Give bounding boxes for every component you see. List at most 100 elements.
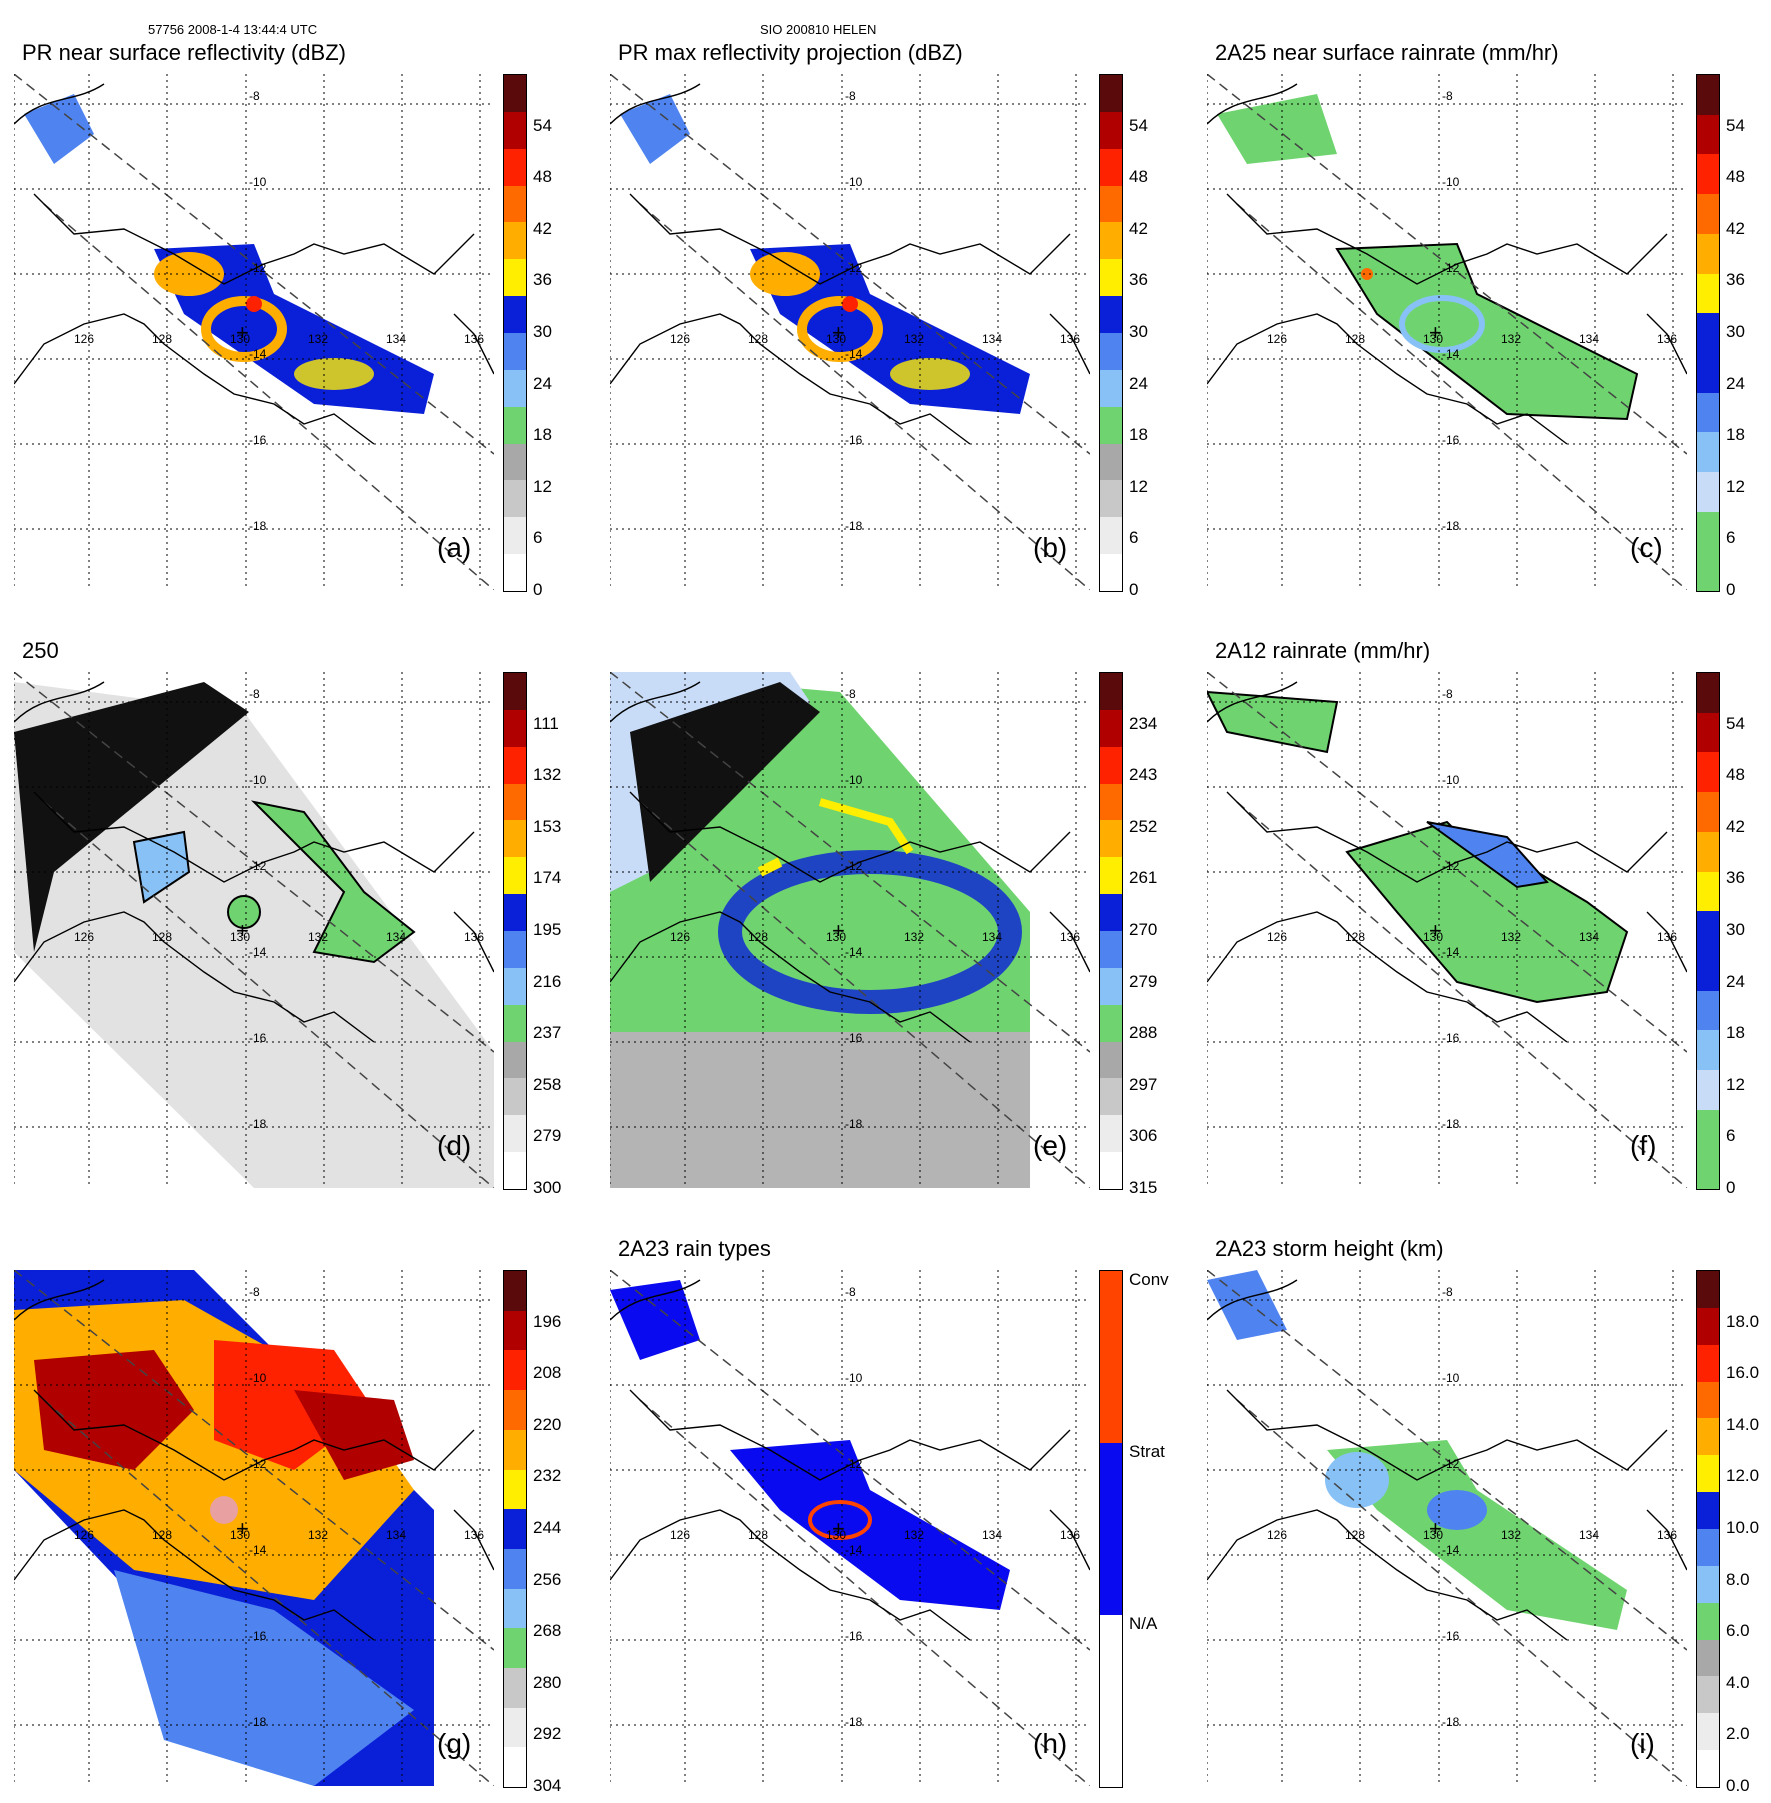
colorbar-label: 42 bbox=[1726, 218, 1745, 238]
colorbar-label: 12 bbox=[1129, 476, 1148, 496]
colorbar-segment bbox=[1697, 1750, 1719, 1787]
colorbar-segment bbox=[504, 259, 526, 297]
colorbar-segment bbox=[1100, 1004, 1122, 1042]
colorbar-segment bbox=[1100, 185, 1122, 223]
colorbar-segment bbox=[504, 554, 526, 591]
lat-tick-label: -10 bbox=[249, 175, 267, 189]
lon-tick-label: 136 bbox=[464, 1528, 485, 1542]
colorbar-segment bbox=[504, 1078, 526, 1116]
colorbar-label: 42 bbox=[533, 218, 552, 238]
lon-tick-label: 134 bbox=[1579, 930, 1600, 944]
colorbar-segment bbox=[1697, 233, 1719, 274]
lat-tick-label: -14 bbox=[249, 945, 267, 959]
map-area: + bbox=[1207, 74, 1687, 590]
colorbar-segment bbox=[1697, 831, 1719, 872]
lon-tick-label: 136 bbox=[1657, 930, 1678, 944]
lon-tick-label: 128 bbox=[1345, 1528, 1366, 1542]
colorbar bbox=[503, 672, 527, 1190]
colorbar-label: 195 bbox=[533, 920, 562, 939]
map-panel-i: +126 128 130 132 134 136 -8 -10 -12 -14 -16 -18 2A23… bbox=[1193, 1228, 1771, 1803]
colorbar-label: 174 bbox=[533, 868, 562, 888]
colorbar-segment bbox=[504, 1271, 526, 1311]
colorbar-label: 24 bbox=[533, 373, 552, 393]
colorbar-segment bbox=[504, 296, 526, 333]
lon-tick-label: 130 bbox=[1423, 1528, 1444, 1542]
colorbar-segment bbox=[504, 185, 526, 223]
lon-tick-label: 130 bbox=[826, 332, 847, 346]
colorbar-label: 36 bbox=[1726, 868, 1745, 888]
lon-tick-label: 132 bbox=[1501, 1528, 1522, 1542]
colorbar-segment bbox=[1100, 517, 1122, 555]
lon-tick-label: 130 bbox=[826, 930, 847, 944]
colorbar-label: 244 bbox=[533, 1518, 562, 1537]
colorbar-label: 12 bbox=[533, 476, 552, 496]
colorbar-segment bbox=[1100, 406, 1122, 444]
colorbar-label: 280 bbox=[533, 1672, 562, 1692]
colorbar bbox=[1099, 1270, 1123, 1788]
map-panel-g: +126 128 130 132 134 136 -8 -10 -12 -14 -16 -18 (g) 3… bbox=[0, 1228, 590, 1803]
colorbar-segment bbox=[1697, 1676, 1719, 1714]
lat-tick-label: -12 bbox=[249, 261, 267, 275]
map-panel-e: +126 128 130 132 134 136 -8 -10 -12 -14 -16 -18 (e) 3… bbox=[596, 630, 1186, 1205]
colorbar-segment bbox=[1697, 792, 1719, 832]
lat-tick-label: -16 bbox=[249, 1629, 267, 1643]
lat-tick-label: -18 bbox=[845, 1117, 863, 1131]
lon-tick-label: 130 bbox=[1423, 930, 1444, 944]
colorbar-segment bbox=[504, 75, 526, 112]
lon-tick-label: 132 bbox=[904, 332, 925, 346]
colorbar-segment bbox=[504, 406, 526, 444]
lat-tick-label: -14 bbox=[249, 1543, 267, 1557]
colorbar-segment bbox=[1697, 752, 1719, 793]
colorbar-label: 18 bbox=[1726, 1023, 1745, 1043]
colorbar-segment bbox=[1697, 1109, 1719, 1150]
colorbar-segment bbox=[1697, 1271, 1719, 1308]
colorbar-label: 6 bbox=[1726, 1126, 1736, 1146]
colorbar-label: 132 bbox=[533, 765, 562, 785]
colorbar-label: 24 bbox=[1726, 971, 1745, 991]
colorbar-segment bbox=[504, 443, 526, 481]
lon-tick-label: 136 bbox=[1060, 1528, 1081, 1542]
lon-tick-label: 136 bbox=[1060, 930, 1081, 944]
colorbar-segment bbox=[1697, 1381, 1719, 1419]
colorbar-label: 0 bbox=[1129, 580, 1139, 599]
colorbar-label: 54 bbox=[533, 115, 552, 135]
colorbar-label: 300 bbox=[533, 1178, 562, 1197]
colorbar-label: 208 bbox=[533, 1363, 562, 1383]
lon-tick-label: 128 bbox=[152, 930, 173, 944]
panel-title: 2A25 near surface rainrate (mm/hr) bbox=[1215, 40, 1559, 65]
map-panel-a: +126 128 130 132 134 136 -8 -10 -12 -14 -16 -18 PR n… bbox=[0, 32, 590, 607]
lon-tick-label: 128 bbox=[748, 332, 769, 346]
lat-tick-label: -10 bbox=[249, 773, 267, 787]
colorbar-segment bbox=[504, 709, 526, 747]
lon-tick-label: 132 bbox=[904, 930, 925, 944]
colorbar-label: 10.0 bbox=[1726, 1518, 1760, 1537]
lat-tick-label: -8 bbox=[249, 687, 260, 701]
colorbar bbox=[503, 1270, 527, 1788]
colorbar-label: 12 bbox=[1726, 476, 1745, 496]
colorbar-label: 261 bbox=[1129, 868, 1158, 888]
lon-tick-label: 130 bbox=[230, 930, 251, 944]
colorbar-label: Conv bbox=[1129, 1270, 1169, 1289]
lat-tick-label: -12 bbox=[845, 859, 863, 873]
lon-tick-label: 134 bbox=[386, 930, 407, 944]
lon-tick-label: 126 bbox=[1267, 1528, 1288, 1542]
svg-text:+: + bbox=[1429, 1516, 1442, 1541]
colorbar-segment bbox=[1697, 1639, 1719, 1677]
map-panel-f: +126 128 130 132 134 136 -8 -10 -12 -14 -16 -18 2A12… bbox=[1193, 630, 1771, 1205]
colorbar-label: 36 bbox=[533, 270, 552, 290]
panel-letter: (d) bbox=[437, 1130, 472, 1161]
colorbar-segment bbox=[504, 820, 526, 858]
lat-tick-label: -12 bbox=[249, 859, 267, 873]
colorbar-segment bbox=[1100, 443, 1122, 481]
lat-tick-label: -14 bbox=[845, 1543, 863, 1557]
colorbar-segment bbox=[1100, 1271, 1122, 1443]
lon-tick-label: 128 bbox=[748, 930, 769, 944]
colorbar-label: 220 bbox=[533, 1414, 562, 1434]
lon-tick-label: 130 bbox=[230, 332, 251, 346]
colorbar-label: 0 bbox=[1726, 580, 1736, 599]
colorbar-segment bbox=[504, 967, 526, 1005]
svg-text:+: + bbox=[832, 918, 845, 943]
colorbar-label: 42 bbox=[1129, 218, 1148, 238]
colorbar-segment bbox=[1100, 709, 1122, 747]
colorbar-label: 258 bbox=[533, 1074, 562, 1094]
